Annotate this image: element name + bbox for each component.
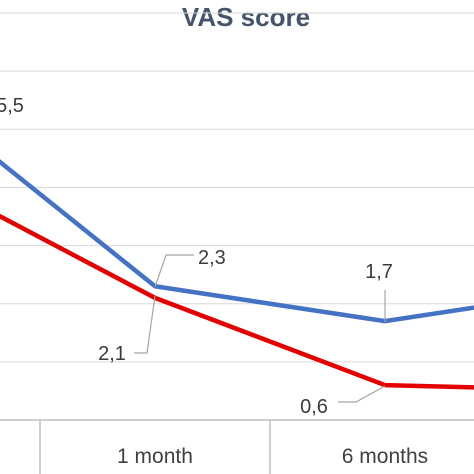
chart-title: VAS score xyxy=(182,2,310,32)
data-label-leader xyxy=(154,254,194,288)
series-line xyxy=(0,213,474,390)
x-tick-label: 6 months xyxy=(342,445,428,468)
data-label: 0,6 xyxy=(300,396,328,418)
data-label-leader xyxy=(338,385,386,403)
data-labels: 5,5 2,3 1,7 2,1 0,6 xyxy=(0,95,393,418)
series-lines xyxy=(0,159,474,390)
data-label: 2,1 xyxy=(98,343,126,365)
data-label: 2,3 xyxy=(198,247,226,269)
data-label: 5,5 xyxy=(0,95,24,117)
series-line xyxy=(0,159,474,324)
data-label-leader xyxy=(134,295,156,354)
x-tick-label: 1 month xyxy=(117,445,193,468)
x-axis: 1 month 6 months xyxy=(0,419,474,474)
gridlines xyxy=(0,12,474,363)
data-label: 1,7 xyxy=(365,261,393,283)
